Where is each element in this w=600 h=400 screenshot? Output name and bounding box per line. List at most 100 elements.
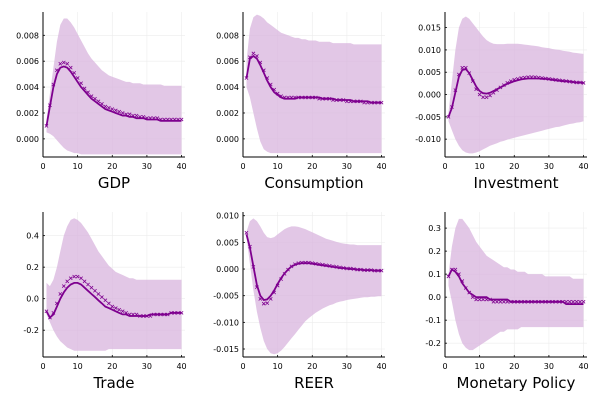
y-tick-label: 0.010 bbox=[216, 212, 239, 221]
marker-point bbox=[282, 95, 287, 100]
confidence-band bbox=[46, 18, 182, 155]
marker-point bbox=[543, 76, 548, 81]
marker-point bbox=[372, 100, 377, 105]
marker-point bbox=[460, 279, 465, 283]
marker-point bbox=[358, 99, 363, 104]
x-tick-label: 40 bbox=[376, 162, 386, 171]
marker-point bbox=[145, 314, 149, 318]
marker-point bbox=[512, 299, 517, 304]
marker-point bbox=[258, 60, 263, 65]
marker-point bbox=[244, 230, 249, 235]
marker-point bbox=[578, 299, 582, 304]
marker-point bbox=[547, 77, 551, 81]
marker-point bbox=[460, 65, 465, 70]
x-tick-label: 10 bbox=[73, 162, 83, 171]
marker-point bbox=[86, 90, 90, 95]
response-line bbox=[45, 282, 182, 320]
x-tick-label: 10 bbox=[273, 362, 283, 371]
y-tick-label: 0.010 bbox=[418, 46, 441, 55]
marker-point bbox=[310, 261, 315, 266]
marker-point bbox=[268, 82, 273, 87]
marker-point bbox=[327, 263, 332, 268]
x-tick-label: 20 bbox=[107, 162, 117, 171]
x-tick-label: 30 bbox=[544, 362, 554, 371]
y-tick-label: 0.000 bbox=[418, 91, 441, 100]
y-tick-label: 0.008 bbox=[16, 31, 39, 40]
marker-point bbox=[365, 100, 370, 105]
marker-point bbox=[65, 279, 70, 284]
marker-point bbox=[286, 267, 290, 272]
marker-point bbox=[484, 95, 489, 100]
marker-point bbox=[148, 116, 153, 121]
marker-point bbox=[564, 79, 569, 84]
y-tick-label: 0.002 bbox=[216, 109, 239, 118]
marker-point bbox=[365, 268, 370, 272]
x-tick-label: 30 bbox=[142, 362, 152, 371]
panel-consumption: 0 10 20 30 40 0.000 0.002 0.004 0.006 0.008 Consum… bbox=[216, 12, 387, 192]
marker-point bbox=[275, 91, 280, 96]
marker-point bbox=[244, 76, 249, 80]
marker-point bbox=[446, 274, 451, 279]
marker-point bbox=[82, 86, 87, 91]
marker-point bbox=[495, 299, 499, 304]
marker-point bbox=[495, 88, 499, 92]
marker-point bbox=[369, 100, 374, 105]
marker-point bbox=[358, 267, 363, 272]
marker-point bbox=[574, 299, 579, 304]
marker-point bbox=[467, 290, 472, 295]
x-tick-label: 10 bbox=[475, 162, 485, 171]
y-tick-label: 0.006 bbox=[16, 57, 39, 66]
confidence-band bbox=[246, 14, 382, 154]
response-line bbox=[45, 65, 182, 127]
marker-point bbox=[515, 299, 520, 304]
marker-point bbox=[557, 299, 562, 304]
y-tick-label: 0.1 bbox=[428, 270, 441, 279]
marker-point bbox=[65, 61, 70, 66]
y-tick-label: 0.0 bbox=[26, 295, 39, 304]
panel-trade: 0 10 20 30 40 -0.2 0.0 0.2 0.4 Trade bbox=[23, 212, 187, 392]
marker-point bbox=[44, 124, 49, 128]
marker-point bbox=[557, 78, 562, 83]
marker-point bbox=[498, 299, 503, 304]
marker-point bbox=[540, 76, 544, 80]
marker-point bbox=[134, 113, 139, 118]
marker-point bbox=[379, 100, 384, 105]
x-tick-label: 40 bbox=[578, 162, 588, 171]
marker-point bbox=[345, 99, 349, 104]
marker-point bbox=[162, 312, 167, 317]
marker-point bbox=[265, 76, 270, 80]
marker-point bbox=[148, 314, 153, 318]
marker-point bbox=[313, 261, 318, 266]
marker-point bbox=[512, 77, 517, 82]
marker-point bbox=[331, 98, 335, 102]
marker-point bbox=[456, 272, 461, 277]
marker-point bbox=[93, 288, 97, 293]
marker-point bbox=[505, 299, 510, 304]
marker-point bbox=[254, 54, 259, 58]
marker-point bbox=[106, 105, 111, 110]
panel-gdp: 0 10 20 30 40 0.000 0.002 0.004 0.006 0.008 GDP bbox=[16, 12, 187, 192]
marker-point bbox=[498, 85, 503, 90]
marker-point bbox=[275, 283, 280, 288]
x-tick-label: 0 bbox=[40, 362, 45, 371]
marker-point bbox=[481, 297, 485, 302]
marker-point bbox=[376, 100, 380, 105]
marker-point bbox=[553, 77, 558, 82]
marker-point bbox=[526, 299, 531, 304]
marker-point bbox=[68, 276, 73, 281]
marker-point bbox=[165, 117, 170, 122]
marker-point bbox=[103, 104, 108, 109]
marker-point bbox=[369, 268, 374, 272]
marker-point bbox=[491, 299, 496, 304]
x-tick-label: 30 bbox=[342, 362, 352, 371]
marker-point bbox=[44, 309, 49, 314]
marker-point bbox=[141, 114, 146, 119]
marker-point bbox=[501, 299, 506, 304]
marker-point bbox=[248, 244, 252, 249]
marker-point bbox=[172, 117, 177, 122]
marker-point bbox=[446, 114, 451, 119]
y-tick-label: -0.2 bbox=[425, 339, 441, 348]
marker-point bbox=[450, 105, 454, 109]
x-tick-label: 20 bbox=[509, 162, 519, 171]
marker-point bbox=[505, 81, 510, 85]
